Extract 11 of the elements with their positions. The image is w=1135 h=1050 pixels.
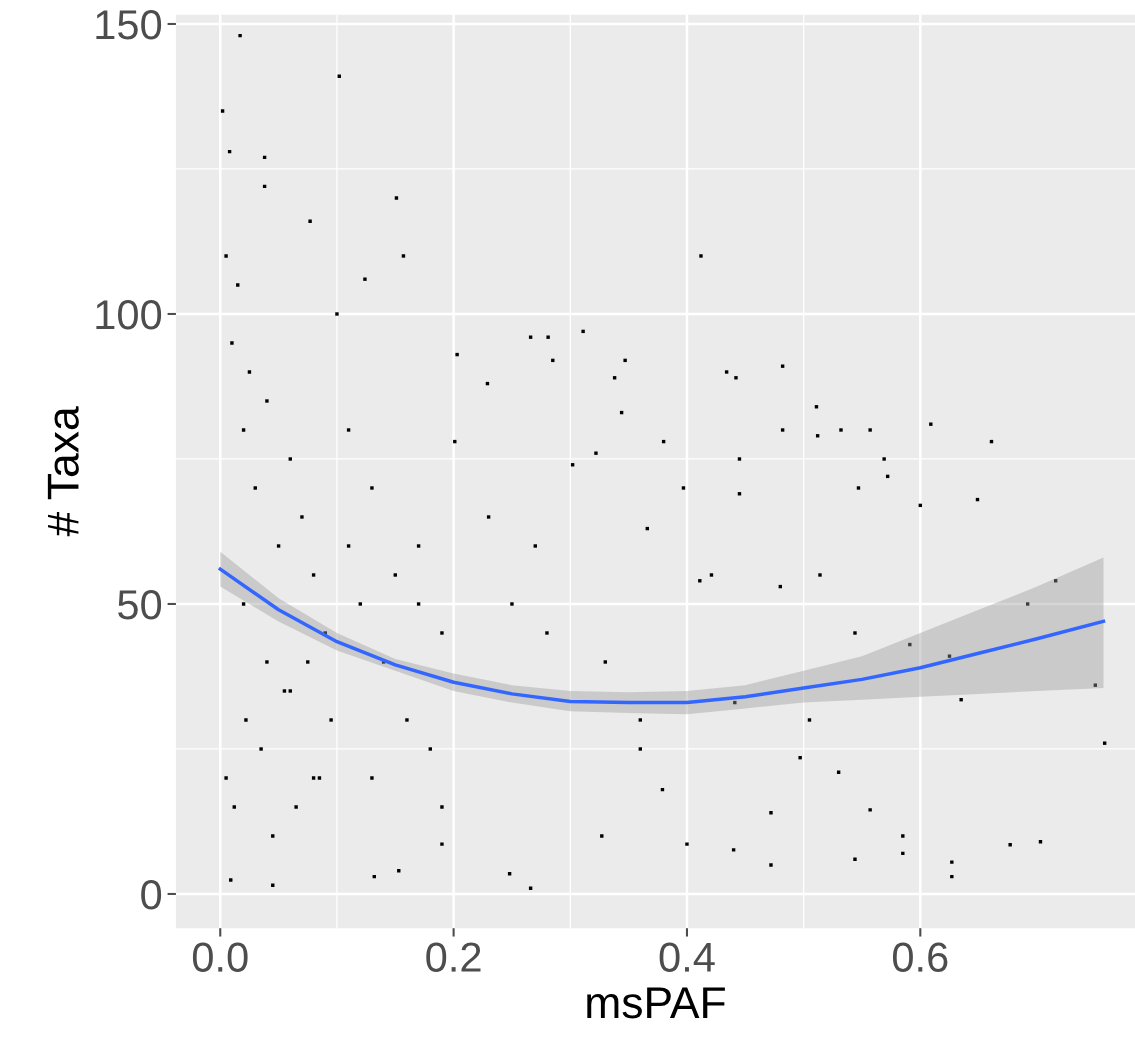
y-axis-title: # Taxa <box>47 406 79 537</box>
x-tick-label: 0.2 <box>426 942 481 972</box>
y-tick-label: 0 <box>141 879 162 910</box>
y-tick-label: 50 <box>118 589 162 620</box>
x-tick-label: 0.0 <box>192 942 248 972</box>
y-tick-label: 150 <box>96 9 162 40</box>
x-tick-label: 0.6 <box>892 942 948 972</box>
x-axis-title: msPAF <box>587 987 725 1019</box>
x-tick-label: 0.4 <box>659 942 715 972</box>
line-series <box>218 567 1106 705</box>
y-tick-label: 100 <box>96 299 162 330</box>
